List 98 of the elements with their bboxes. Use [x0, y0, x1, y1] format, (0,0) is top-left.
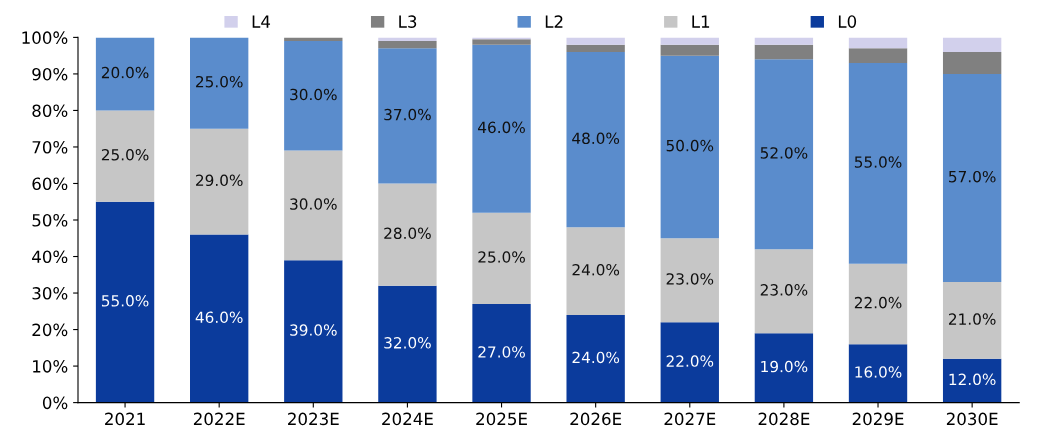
- bar: [942, 358, 1002, 403]
- data-label: 23.0%: [760, 284, 808, 296]
- bar: [848, 48, 908, 63]
- data-label: 20.0%: [101, 66, 149, 79]
- x-tick-label: 2023E: [288, 412, 339, 426]
- legend-label: L2: [545, 15, 563, 28]
- data-label: 23.0%: [666, 273, 714, 285]
- bar: [284, 41, 343, 151]
- data-label: 32.0%: [384, 337, 431, 349]
- bar: [754, 249, 814, 334]
- data-label: 22.0%: [666, 355, 714, 367]
- bar: [284, 150, 343, 261]
- data-label: 22.0%: [854, 296, 902, 309]
- legend-label: L3: [399, 15, 417, 28]
- data-label: 37.0%: [384, 108, 431, 121]
- y-tick-label: 10%: [33, 360, 68, 373]
- y-tick-label: 90%: [32, 67, 68, 81]
- bar: [942, 73, 1002, 283]
- bar: [660, 37, 719, 45]
- bar: [378, 41, 437, 49]
- x-tick-label: 2026E: [570, 412, 622, 426]
- data-label: 25.0%: [196, 75, 243, 88]
- bar: [472, 39, 531, 45]
- x-tick-label: 2029E: [852, 412, 904, 426]
- bar: [754, 333, 814, 403]
- bar: [660, 44, 719, 56]
- bar: [848, 263, 908, 345]
- bar: [378, 48, 437, 184]
- data-label: 21.0%: [948, 313, 996, 325]
- bar: [378, 183, 437, 286]
- bar: [660, 322, 719, 403]
- data-label: 52.0%: [760, 147, 808, 159]
- bar: [566, 44, 625, 53]
- data-label: 24.0%: [572, 264, 620, 276]
- bar: [754, 44, 814, 60]
- data-label: 30.0%: [290, 198, 337, 210]
- data-label: 48.0%: [572, 132, 620, 145]
- bar: [848, 37, 908, 49]
- x-tick-label: 2027E: [664, 412, 716, 426]
- data-label: 25.0%: [478, 251, 525, 263]
- data-label: 28.0%: [384, 227, 431, 240]
- data-label: 57.0%: [949, 170, 996, 183]
- bar: [378, 285, 437, 403]
- bar: [942, 37, 1002, 53]
- bar: [95, 201, 155, 403]
- y-tick-label: 40%: [32, 250, 68, 264]
- bar: [190, 128, 249, 235]
- data-label: 39.0%: [290, 324, 337, 336]
- bar: [660, 238, 719, 323]
- x-tick-label: 2022E: [193, 412, 245, 426]
- data-label: 30.0%: [290, 88, 337, 101]
- y-tick-label: 100%: [22, 31, 68, 44]
- bar: [472, 212, 531, 304]
- bar: [566, 227, 625, 315]
- y-tick-label: 60%: [32, 177, 68, 191]
- data-label: 16.0%: [855, 366, 902, 378]
- legend-label: L4: [252, 15, 271, 28]
- data-label: 46.0%: [195, 311, 243, 324]
- bar: [284, 260, 343, 403]
- bar: [566, 52, 625, 228]
- bar: [95, 110, 155, 202]
- data-label: 55.0%: [101, 295, 149, 307]
- y-tick-label: 0%: [42, 396, 68, 410]
- x-tick-label: 2025E: [476, 412, 527, 426]
- bar: [190, 234, 249, 403]
- data-label: 19.0%: [761, 360, 808, 373]
- x-tick-label: 2021: [105, 412, 145, 426]
- data-label: 24.0%: [572, 351, 620, 364]
- bar: [848, 62, 908, 264]
- bar: [942, 282, 1002, 359]
- data-label: 25.0%: [101, 148, 149, 161]
- data-label: 50.0%: [666, 139, 714, 152]
- bar: [566, 314, 625, 403]
- bar: [95, 37, 155, 111]
- bar: [566, 37, 625, 45]
- bar: [942, 52, 1002, 74]
- bar: [848, 344, 908, 403]
- bar: [472, 44, 531, 213]
- legend-label: L0: [838, 15, 857, 28]
- y-tick-label: 70%: [32, 140, 68, 154]
- bar: [754, 59, 814, 250]
- bar: [754, 37, 814, 45]
- bar: [472, 304, 531, 403]
- data-label: 27.0%: [478, 346, 525, 358]
- y-tick-label: 80%: [32, 104, 68, 118]
- x-tick-label: 2028E: [758, 412, 810, 426]
- bar: [190, 37, 249, 129]
- x-tick-label: 2024E: [382, 412, 433, 426]
- y-tick-label: 50%: [32, 213, 68, 227]
- data-label: 29.0%: [196, 174, 243, 187]
- y-tick-label: 30%: [32, 287, 68, 300]
- y-tick-label: 20%: [32, 323, 68, 337]
- data-label: 46.0%: [478, 121, 525, 134]
- data-label: 12.0%: [949, 373, 996, 386]
- x-tick-label: 2030E: [946, 412, 998, 426]
- legend-label: L1: [692, 15, 710, 28]
- data-label: 55.0%: [854, 156, 902, 168]
- bar: [660, 55, 719, 239]
